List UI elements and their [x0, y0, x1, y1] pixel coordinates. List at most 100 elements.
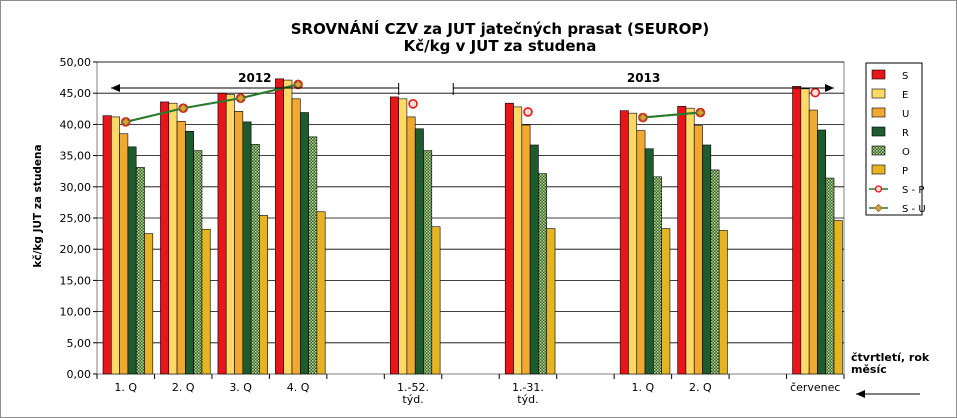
- bar-u: [291, 98, 301, 375]
- x-tick-label: týd.: [517, 393, 538, 406]
- bar-r: [414, 128, 424, 375]
- bar-p: [259, 215, 269, 375]
- marker-s-p: [810, 87, 821, 98]
- y-tick-label: 10,00: [60, 306, 92, 319]
- marker-s-u: [235, 93, 246, 103]
- marker-s-u: [121, 117, 131, 127]
- marker-s-u: [638, 112, 648, 123]
- bar-o: [710, 169, 720, 375]
- bar-u: [808, 109, 818, 375]
- legend-swatch-s: [871, 69, 886, 80]
- bar-o: [193, 150, 203, 375]
- bar-p: [546, 228, 556, 375]
- x-axis-title: čtvrtletí, rok měsíc: [851, 352, 957, 376]
- legend-label: O: [902, 147, 910, 158]
- bar-o: [653, 176, 662, 375]
- line-segment-s-u: [183, 97, 241, 110]
- x-tick-label: 2. Q: [172, 381, 195, 394]
- bar-r: [702, 144, 712, 375]
- bar-p: [316, 211, 326, 375]
- legend-marker-s-p: [874, 185, 883, 193]
- bar-s: [217, 92, 227, 375]
- x-tick-label: týd.: [402, 393, 423, 406]
- y-tick-label: 20,00: [60, 243, 92, 256]
- y-tick-label: 0,00: [67, 368, 92, 381]
- bar-r: [817, 129, 827, 375]
- bar-s: [275, 78, 284, 375]
- bar-u: [636, 130, 646, 375]
- legend-label: U: [902, 109, 909, 120]
- legend-label: E: [902, 90, 908, 101]
- marker-s-p: [408, 99, 418, 109]
- y-tick-label: 45,00: [60, 87, 92, 100]
- legend-label: S - U: [902, 204, 926, 215]
- bar-r: [242, 121, 252, 375]
- legend-swatch-o: [871, 145, 886, 156]
- line-segment-s-u: [240, 83, 299, 100]
- bar-e: [283, 79, 293, 375]
- year-label-2012: 2012: [238, 71, 271, 85]
- y-tick-label: 40,00: [60, 118, 92, 131]
- legend-swatch-u: [871, 107, 886, 118]
- bar-r: [127, 146, 137, 375]
- line-segment-s-u: [125, 107, 184, 123]
- x-tick-label: 2. Q: [689, 381, 712, 394]
- bar-u: [119, 133, 129, 375]
- x-axis-arrowhead: [856, 390, 865, 398]
- bar-u: [521, 124, 531, 375]
- bar-p: [718, 230, 728, 375]
- arrowhead-right: [825, 84, 834, 92]
- bar-r: [299, 112, 309, 375]
- y-tick-label: 5,00: [67, 337, 92, 350]
- legend-marker-s-u: [874, 203, 883, 213]
- x-axis-title-line: měsíc: [851, 363, 887, 376]
- bar-o: [308, 136, 318, 375]
- x-tick-label: 1.-31.: [512, 381, 544, 394]
- bar-o: [135, 167, 145, 375]
- y-tick-label: 30,00: [60, 181, 92, 194]
- bar-p: [833, 220, 843, 375]
- x-tick-label: 3. Q: [229, 381, 252, 394]
- bar-e: [168, 102, 178, 375]
- bar-u: [176, 120, 186, 375]
- arrowhead-left: [111, 84, 120, 92]
- y-tick-label: 25,00: [60, 212, 92, 225]
- bar-s: [160, 101, 170, 375]
- bar-p: [201, 228, 211, 375]
- bar-e: [225, 94, 235, 375]
- line-segment-s-u: [642, 111, 701, 119]
- marker-s-u: [178, 103, 188, 113]
- year-label-2013: 2013: [627, 71, 660, 85]
- bar-p: [431, 226, 441, 375]
- bar-e: [685, 107, 695, 375]
- bar-e: [513, 106, 523, 375]
- bar-e: [628, 112, 638, 375]
- legend-label: S: [902, 71, 908, 82]
- legend-swatch-e: [871, 88, 886, 99]
- chart-title: SROVNÁNÍ CZV za JUT jatečných prasat (SE…: [290, 20, 710, 38]
- x-tick-label: 1. Q: [114, 381, 137, 394]
- x-tick-label: červenec: [790, 381, 840, 394]
- x-axis-title-text: čtvrtletí, rok měsíc: [851, 352, 957, 376]
- bar-e: [111, 116, 120, 375]
- bar-p: [661, 228, 671, 375]
- x-axis-title-line: čtvrtletí, rok: [851, 351, 930, 364]
- chart-subtitle: Kč/kg v JUT za studena: [403, 37, 597, 55]
- y-tick-label: 35,00: [60, 150, 92, 163]
- legend-swatch-p: [871, 164, 886, 175]
- bar-u: [406, 116, 416, 375]
- marker-s-u: [695, 107, 706, 118]
- bar-s: [619, 110, 629, 375]
- bar-r: [529, 144, 539, 375]
- x-tick-label: 1. Q: [632, 381, 655, 394]
- y-tick-label: 15,00: [60, 274, 92, 287]
- bar-e: [398, 98, 408, 375]
- x-tick-label: 4. Q: [287, 381, 310, 394]
- legend-label: P: [902, 166, 908, 177]
- bar-u: [234, 110, 244, 375]
- bar-o: [825, 177, 835, 375]
- bar-u: [693, 125, 703, 375]
- bar-e: [800, 88, 810, 375]
- bar-o: [538, 173, 548, 375]
